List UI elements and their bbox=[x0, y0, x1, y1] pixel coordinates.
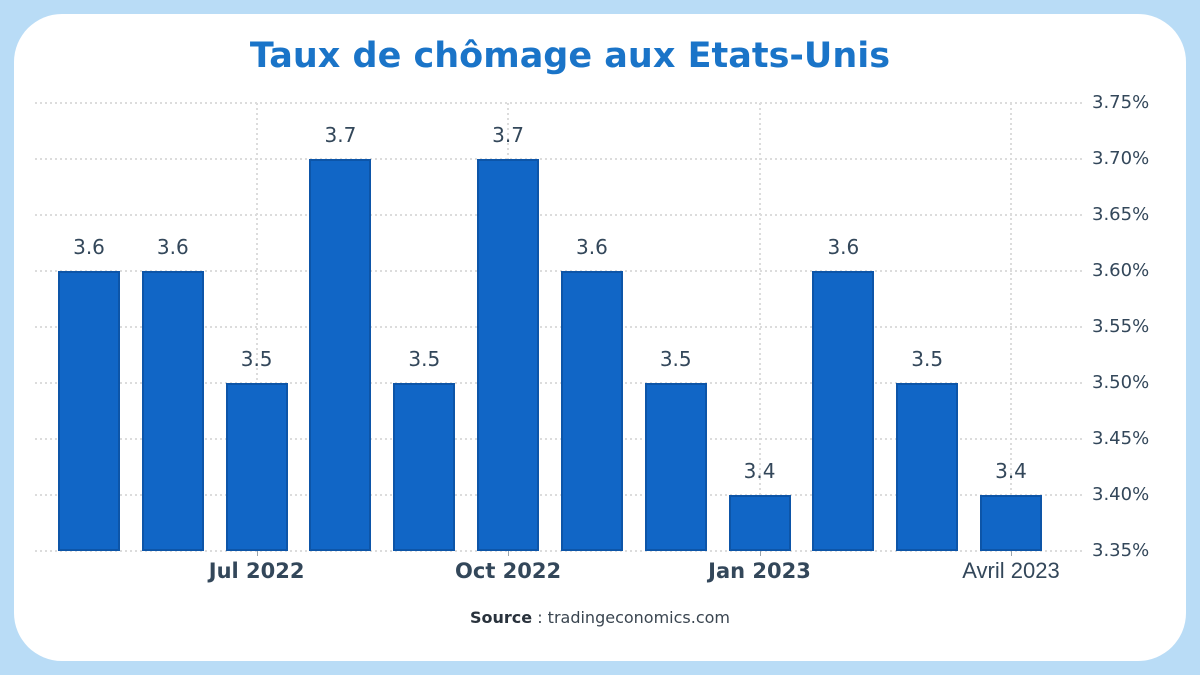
bar-value-label: 3.6 bbox=[73, 235, 105, 259]
bar-value-label: 3.6 bbox=[156, 235, 189, 259]
bar bbox=[309, 159, 372, 551]
bar-value-label: 3.7 bbox=[492, 123, 524, 147]
bar bbox=[141, 271, 204, 551]
source-label: Source bbox=[469, 608, 533, 627]
horizontal-gridline bbox=[35, 214, 1082, 216]
x-axis-tickmark bbox=[759, 551, 761, 556]
horizontal-gridline bbox=[35, 326, 1082, 328]
bar bbox=[728, 495, 791, 551]
y-axis-tick-label: 3.70% bbox=[1092, 148, 1150, 169]
x-axis-tick-label: Oct 2022 bbox=[455, 559, 562, 583]
x-axis-tick-label: Jan 2023 bbox=[708, 559, 811, 583]
y-axis-tick-label: 3.55% bbox=[1092, 316, 1150, 337]
horizontal-gridline bbox=[35, 102, 1082, 104]
x-axis-tickmark bbox=[1011, 551, 1012, 556]
x-axis-tick-label: Avril 2023 bbox=[962, 558, 1060, 583]
y-axis-tick-label: 3.50% bbox=[1092, 372, 1150, 393]
chart-title: Taux de chômage aux Etats-Unis bbox=[249, 36, 891, 76]
vertical-gridline bbox=[758, 103, 761, 551]
y-axis-tick-label: 3.75% bbox=[1092, 92, 1150, 113]
y-axis-tick-label: 3.35% bbox=[1092, 540, 1150, 561]
bar-value-label: 3.6 bbox=[827, 235, 860, 259]
source-value: : tradingeconomics.com bbox=[532, 608, 731, 627]
y-axis-tick-label: 3.45% bbox=[1092, 428, 1150, 449]
horizontal-gridline bbox=[35, 158, 1082, 160]
x-axis-tickmark bbox=[508, 551, 510, 556]
bar bbox=[560, 271, 623, 551]
bar bbox=[477, 159, 540, 551]
horizontal-gridline bbox=[35, 494, 1082, 496]
bar bbox=[225, 383, 288, 551]
bar-value-label: 3.5 bbox=[659, 347, 692, 371]
bar bbox=[644, 383, 707, 551]
horizontal-gridline bbox=[35, 382, 1082, 384]
bar bbox=[393, 383, 456, 551]
source-line: Source : tradingeconomics.com bbox=[0, 608, 1200, 627]
horizontal-gridline bbox=[35, 270, 1082, 272]
horizontal-gridline bbox=[35, 550, 1082, 552]
x-axis-tickmark bbox=[256, 551, 258, 556]
bar-value-label: 3.5 bbox=[240, 347, 273, 371]
bar-value-label: 3.7 bbox=[324, 123, 357, 147]
vertical-gridline bbox=[1010, 103, 1012, 551]
bar-value-label: 3.5 bbox=[408, 347, 441, 371]
horizontal-gridline bbox=[35, 438, 1082, 440]
y-axis-tick-label: 3.65% bbox=[1092, 204, 1150, 225]
y-axis-tick-label: 3.60% bbox=[1092, 260, 1150, 281]
x-axis-tick-label: Jul 2022 bbox=[208, 559, 305, 583]
bar bbox=[896, 383, 959, 551]
bar bbox=[812, 271, 875, 551]
bar bbox=[58, 271, 120, 551]
bar bbox=[980, 495, 1042, 551]
bar-value-label: 3.6 bbox=[576, 235, 608, 259]
bar-value-label: 3.4 bbox=[743, 459, 776, 483]
bar-value-label: 3.5 bbox=[911, 347, 944, 371]
y-axis-tick-label: 3.40% bbox=[1092, 484, 1150, 505]
vertical-gridline bbox=[255, 103, 258, 551]
bar-value-label: 3.4 bbox=[995, 459, 1027, 483]
